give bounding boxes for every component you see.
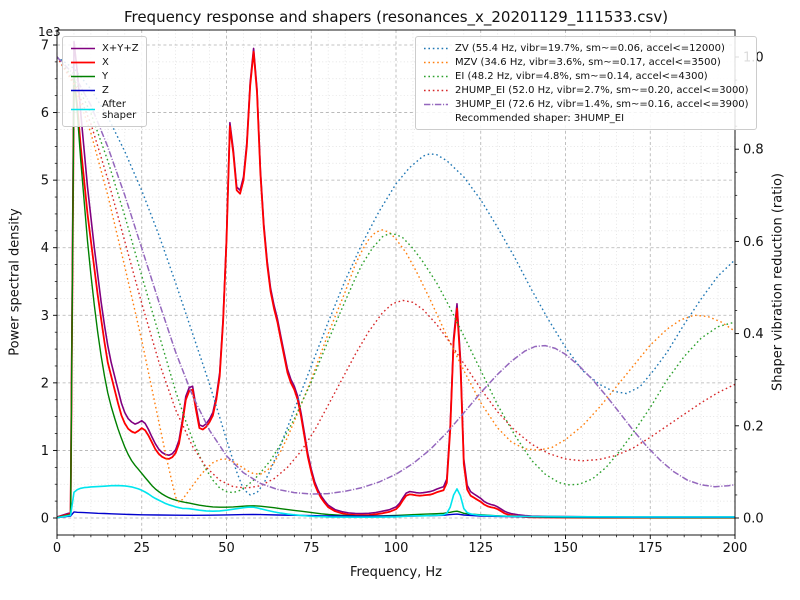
x-tick-label: 100 [384, 541, 409, 556]
y-right-tick-label: 0.4 [743, 327, 764, 342]
x-tick-label: 25 [133, 541, 150, 556]
legend-label: Recommended shaper: 3HUMP_EI [455, 112, 625, 124]
curve-2hump-ei [57, 56, 735, 489]
legend-label: EI (48.2 Hz, vibr=4.8%, sm~=0.14, accel<… [455, 70, 708, 82]
y-axis-label-left: Power spectral density [7, 208, 23, 356]
legend-item: 3HUMP_EI (72.6 Hz, vibr=1.4%, sm~=0.16, … [423, 97, 749, 111]
legend-item: EI (48.2 Hz, vibr=4.8%, sm~=0.14, accel<… [423, 69, 749, 83]
curve-after-shaper [57, 484, 735, 519]
y-axis-offset-text: 1e3 [38, 25, 61, 39]
legend-item: ZV (55.4 Hz, vibr=19.7%, sm~=0.06, accel… [423, 41, 749, 55]
y-left-tick-label: 6 [41, 106, 49, 121]
curve-3hump-ei [57, 56, 735, 495]
x-tick-label: 175 [638, 541, 663, 556]
y-left-tick-label: 2 [41, 376, 49, 391]
legend-item: 2HUMP_EI (52.0 Hz, vibr=2.7%, sm~=0.20, … [423, 83, 749, 97]
x-tick-label: 200 [723, 541, 748, 556]
y-left-tick-label: 7 [41, 39, 49, 54]
y-left-tick-label: 5 [41, 174, 49, 189]
legend-label: Y [102, 70, 109, 82]
y-left-tick-label: 3 [41, 309, 49, 324]
y-left-tick-label: 0 [41, 512, 49, 527]
x-tick-label: 0 [53, 541, 61, 556]
chart-title: Frequency response and shapers (resonanc… [123, 8, 669, 26]
legend-line-sample [71, 89, 95, 91]
legend-psd: X+Y+Z X Y Z After shaper [62, 36, 147, 127]
legend-item: After shaper [70, 97, 139, 122]
x-tick-label: 50 [218, 541, 235, 556]
curves-group [57, 40, 735, 519]
legend-label: After shaper [102, 98, 137, 121]
curve-x-y-z [57, 40, 735, 518]
legend-label: Z [102, 84, 109, 96]
legend-label: 3HUMP_EI (72.6 Hz, vibr=1.4%, sm~=0.16, … [455, 98, 749, 110]
curve-x [57, 50, 735, 519]
legend-item: Y [70, 69, 139, 83]
legend-item: MZV (34.6 Hz, vibr=3.6%, sm~=0.17, accel… [423, 55, 749, 69]
legend-item: X [70, 55, 139, 69]
legend-item: Z [70, 83, 139, 97]
legend-line-sample [424, 47, 448, 49]
curve-ei [57, 56, 735, 494]
y-left-tick-label: 1 [41, 444, 49, 459]
x-tick-label: 75 [303, 541, 320, 556]
legend-label: 2HUMP_EI (52.0 Hz, vibr=2.7%, sm~=0.20, … [455, 84, 749, 96]
legend-line-sample [424, 75, 448, 77]
x-tick-label: 125 [468, 541, 493, 556]
legend-blank-sample [423, 113, 449, 124]
legend-label: X+Y+Z [102, 42, 139, 54]
legend-item: Recommended shaper: 3HUMP_EI [423, 111, 749, 125]
legend-item: X+Y+Z [70, 41, 139, 55]
legend-line-sample [424, 103, 448, 105]
legend-line-sample [71, 108, 95, 111]
x-axis-label: Frequency, Hz [349, 565, 443, 580]
y-right-tick-label: 0.6 [743, 235, 764, 250]
legend-line-sample [71, 61, 95, 63]
legend-line-sample [71, 75, 95, 77]
legend-label: ZV (55.4 Hz, vibr=19.7%, sm~=0.06, accel… [455, 42, 725, 54]
legend-shapers: ZV (55.4 Hz, vibr=19.7%, sm~=0.06, accel… [415, 36, 757, 130]
legend-label: MZV (34.6 Hz, vibr=3.6%, sm~=0.17, accel… [455, 56, 721, 68]
curve-zv [57, 56, 735, 496]
y-right-tick-label: 0.0 [743, 512, 764, 527]
y-right-tick-label: 0.8 [743, 143, 764, 158]
legend-line-sample [424, 89, 448, 91]
legend-label: X [102, 56, 109, 68]
legend-line-sample [71, 47, 95, 49]
y-left-tick-label: 4 [41, 241, 49, 256]
legend-line-sample [424, 61, 448, 63]
y-right-tick-label: 0.2 [743, 419, 764, 434]
x-tick-label: 150 [553, 541, 578, 556]
y-axis-label-right: Shaper vibration reduction (ratio) [770, 173, 786, 391]
